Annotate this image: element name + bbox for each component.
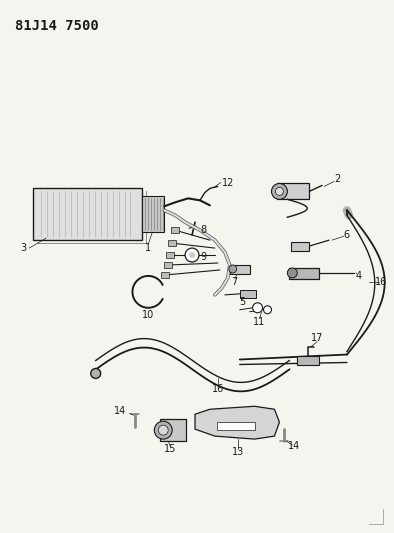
Text: 11: 11	[253, 317, 266, 327]
Text: 12: 12	[222, 179, 234, 189]
Text: 16: 16	[212, 384, 224, 394]
Text: 5: 5	[240, 297, 246, 307]
Text: 3: 3	[20, 243, 26, 253]
Circle shape	[154, 421, 172, 439]
Text: 17: 17	[311, 333, 323, 343]
Bar	[217, 422, 255, 430]
Bar	[289, 268, 319, 279]
Bar	[33, 188, 142, 240]
Text: 1: 1	[145, 243, 151, 253]
Bar	[164, 262, 172, 268]
Circle shape	[275, 188, 283, 196]
Bar	[291, 242, 309, 251]
Polygon shape	[195, 406, 279, 439]
Circle shape	[185, 248, 199, 262]
Bar	[168, 240, 176, 246]
Bar	[142, 196, 164, 232]
Text: 2: 2	[334, 174, 340, 184]
Circle shape	[229, 265, 237, 273]
Text: 81J14 7500: 81J14 7500	[15, 19, 99, 33]
Bar	[171, 227, 179, 233]
Bar	[161, 272, 169, 278]
Text: 14: 14	[114, 406, 126, 416]
Bar	[240, 290, 256, 298]
Text: 15: 15	[164, 444, 177, 454]
Bar	[230, 265, 250, 274]
Circle shape	[271, 183, 287, 199]
Text: 4: 4	[356, 271, 362, 281]
Text: 7: 7	[232, 277, 238, 287]
Bar	[166, 252, 174, 258]
Circle shape	[189, 252, 195, 258]
Bar	[297, 356, 319, 366]
Circle shape	[264, 306, 271, 314]
Text: 16: 16	[375, 277, 387, 287]
Text: 8: 8	[200, 225, 206, 235]
Text: 13: 13	[232, 447, 244, 457]
Text: 9: 9	[200, 252, 206, 262]
Circle shape	[158, 425, 168, 435]
Text: 10: 10	[142, 310, 154, 320]
Circle shape	[287, 268, 297, 278]
Bar	[277, 183, 309, 199]
Text: 6: 6	[344, 230, 350, 240]
Circle shape	[253, 303, 262, 313]
Text: 14: 14	[288, 441, 301, 451]
Circle shape	[91, 368, 101, 378]
Bar	[160, 419, 186, 441]
